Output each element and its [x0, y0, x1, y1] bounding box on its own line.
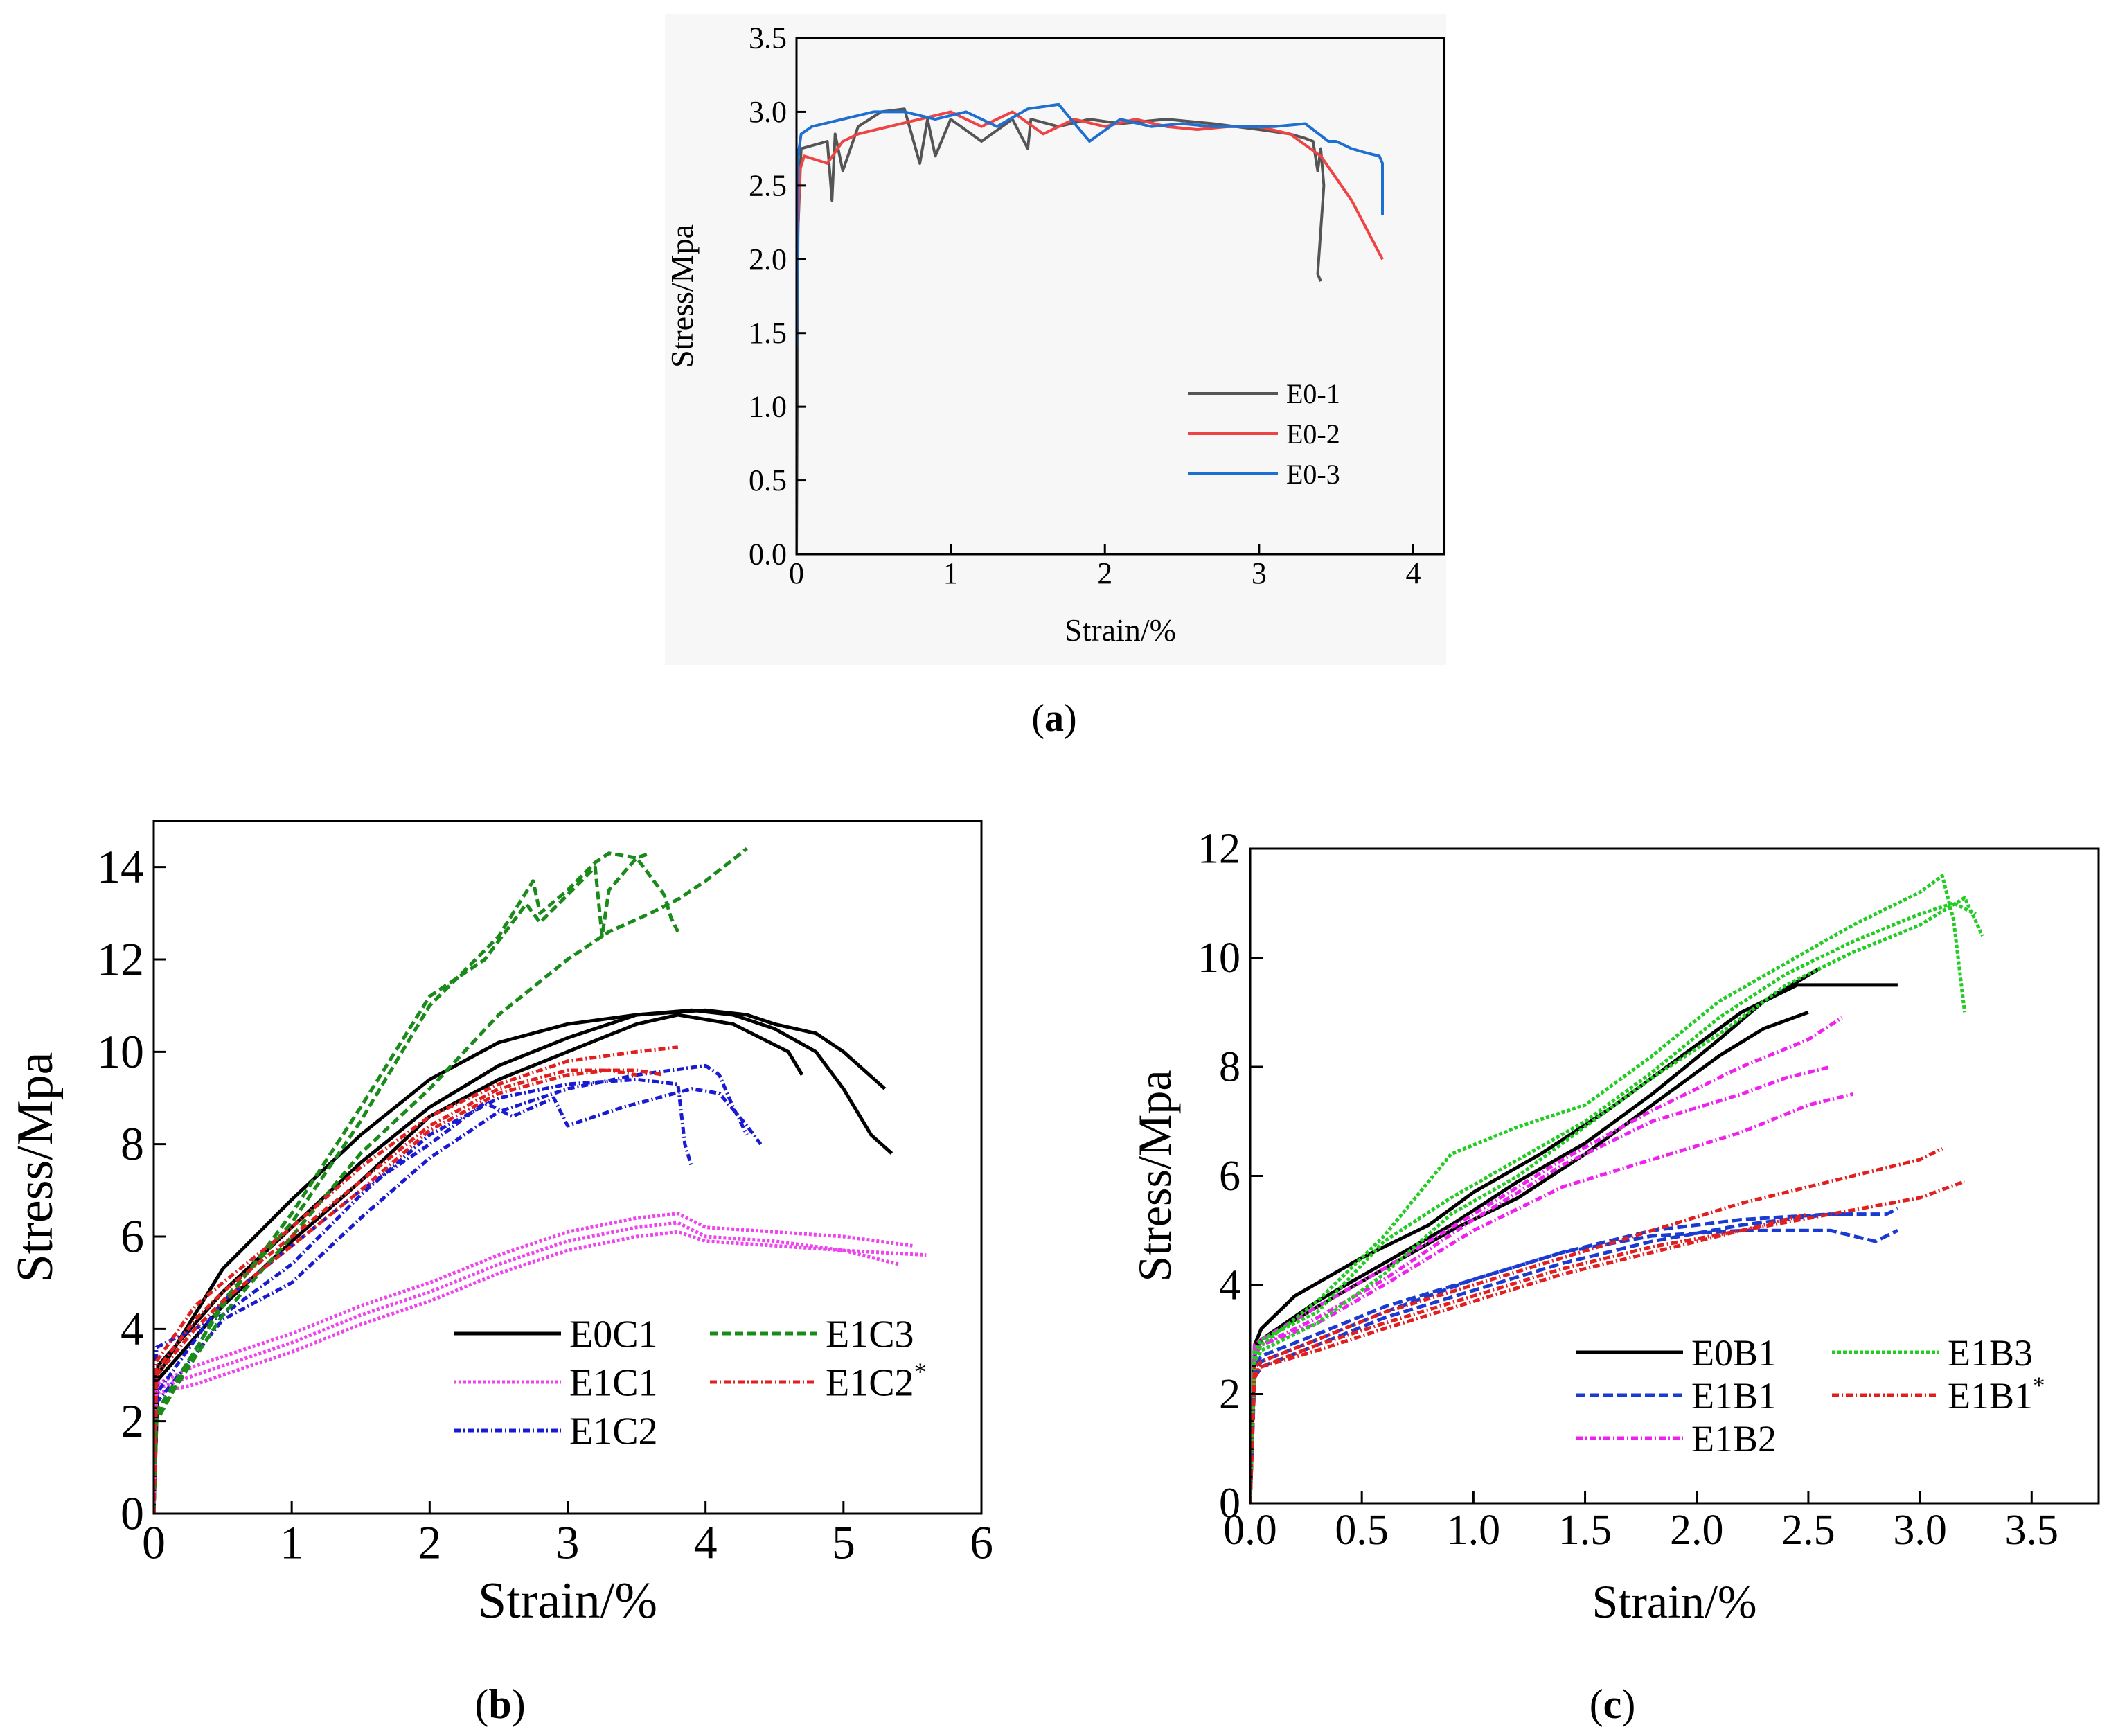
- x-tick-label-c: 2.0: [1670, 1507, 1724, 1554]
- x-tick-label-c: 3.5: [2005, 1507, 2059, 1554]
- x-tick-label-a: 3: [1252, 556, 1267, 590]
- y-tick-label-c: 4: [1219, 1261, 1240, 1309]
- x-tick-label-c: 2.5: [1781, 1507, 1835, 1554]
- legend-a: E0-1 E0-2 E0-3: [1188, 378, 1340, 490]
- legend-label-e1b1: E1B1: [1691, 1375, 1777, 1417]
- legend-label-e1c1: E1C1: [569, 1362, 658, 1405]
- y-tick-label-c: 10: [1198, 935, 1240, 982]
- series-e1b3-curve-3: [1250, 896, 1984, 1503]
- x-tick-label-b: 1: [280, 1516, 303, 1569]
- y-tick-label-a: 2.0: [749, 242, 787, 276]
- panel-caption-c: (c): [1590, 1681, 1636, 1727]
- series-e1b3-curve-2: [1250, 901, 1977, 1503]
- y-tick-label-a: 0.5: [749, 463, 787, 497]
- y-tick-label-a: 2.5: [749, 168, 787, 202]
- series-e0c1-curve-1: [154, 1008, 887, 1514]
- y-tick-label-b: 8: [121, 1117, 144, 1170]
- panel-caption-b: (b): [474, 1681, 525, 1727]
- series-e1b3-curve-1: [1250, 874, 1967, 1503]
- series-e1b1-star-curve-1: [1250, 1146, 1943, 1503]
- series-e1c3-curve-3: [154, 847, 748, 1514]
- legend-label-e1c2: E1C2: [569, 1410, 658, 1453]
- x-tick-label-b: 3: [556, 1516, 580, 1569]
- series-e1c1-curve-1: [154, 1212, 913, 1514]
- x-axis-label-b: Strain/%: [478, 1573, 657, 1629]
- y-tick-label-b: 12: [97, 932, 144, 985]
- x-axis-label-a: Strain/%: [1065, 612, 1176, 648]
- series-e1b1-star-curve-3: [1250, 1212, 1809, 1503]
- legend-label-e1c2-star: E1C2*: [826, 1358, 927, 1404]
- y-tick-label-c: 8: [1219, 1043, 1240, 1090]
- y-tick-label-b: 4: [121, 1302, 144, 1355]
- legend-label-e0c1: E0C1: [569, 1313, 658, 1356]
- legend-label-e0-3: E0-3: [1286, 459, 1340, 490]
- y-tick-label-a: 1.5: [749, 316, 787, 350]
- x-tick-label-b: 2: [418, 1516, 441, 1569]
- legend-label-e0b1: E0B1: [1691, 1332, 1777, 1374]
- panel-c: 0.0 0.5 1.0 1.5 2.0 2.5 3.0 3.5 0 2 4 6 8 10 12 Strain/…: [1128, 825, 2100, 1727]
- y-axis-label-c: Stress/Mpa: [1128, 1070, 1181, 1282]
- x-tick-label-c: 0.0: [1223, 1507, 1277, 1554]
- y-tick-label-a: 3.0: [749, 95, 787, 129]
- panel-caption-a: (a): [1031, 697, 1076, 740]
- plot-area-a: [797, 103, 1384, 554]
- x-tick-label-c: 0.5: [1335, 1507, 1389, 1554]
- series-e1c1-curve-2: [154, 1221, 900, 1514]
- y-tick-label-b: 2: [121, 1394, 144, 1447]
- series-e0-2-curve-1: [797, 110, 1384, 289]
- plot-area-b: [154, 847, 927, 1514]
- y-tick-label-b: 6: [121, 1210, 144, 1262]
- series-e0b1-curve-1: [1250, 983, 1898, 1503]
- y-tick-label-b: 0: [121, 1487, 144, 1539]
- y-tick-label-c: 0: [1219, 1480, 1240, 1527]
- series-e1c2-curve-3: [154, 1063, 749, 1514]
- legend-label-e1b2: E1B2: [1691, 1418, 1777, 1460]
- legend-label-e0-1: E0-1: [1286, 378, 1340, 409]
- series-e0-1-curve-1: [797, 107, 1326, 554]
- legend-label-e1c3: E1C3: [826, 1313, 914, 1356]
- x-tick-label-c: 1.5: [1558, 1507, 1612, 1554]
- x-tick-label-a: 2: [1097, 556, 1112, 590]
- series-e1c2-star-curve-3: [154, 1068, 637, 1514]
- series-e1c2-star-curve-1: [154, 1045, 679, 1514]
- axes-frame-a: [795, 37, 1445, 556]
- y-tick-label-c: 6: [1219, 1153, 1240, 1200]
- x-tick-label-c: 3.0: [1893, 1507, 1947, 1554]
- x-tick-label-a: 4: [1405, 556, 1421, 590]
- panel-a: 0 1 2 3 4 0.0 0.5 1.0 1.5 2.0 2.5 3.0 3.5 Strain/% Str…: [664, 21, 1445, 740]
- series-e1c2-star-curve-2: [154, 1068, 665, 1514]
- x-tick-label-b: 0: [142, 1516, 166, 1569]
- panel-b: 0 1 2 3 4 5 602468101214Strain/%Stress/MpaE0C1…: [7, 820, 993, 1727]
- y-tick-label-c: 12: [1198, 825, 1240, 872]
- x-tick-label-b: 6: [970, 1516, 993, 1569]
- x-tick-label-a: 1: [943, 556, 959, 590]
- y-axis-label-a: Stress/Mpa: [664, 224, 700, 368]
- x-tick-label-b: 5: [832, 1516, 855, 1569]
- series-e1b1-curve-2: [1250, 1228, 1898, 1503]
- x-tick-label-a: 0: [789, 556, 804, 590]
- y-tick-label-a: 3.5: [749, 21, 787, 55]
- legend-label-e0-2: E0-2: [1286, 418, 1340, 450]
- series-e0-3-curve-1: [797, 103, 1384, 348]
- y-tick-label-a: 1.0: [749, 390, 787, 424]
- legend-label-e1b1-star: E1B1*: [1948, 1372, 2045, 1417]
- panel-a-background: [665, 14, 1446, 665]
- x-axis-label-c: Strain/%: [1592, 1575, 1757, 1628]
- series-e1c3-curve-2: [154, 851, 651, 1514]
- y-tick-label-b: 10: [97, 1025, 144, 1078]
- x-tick-label-b: 4: [694, 1516, 718, 1569]
- y-tick-label-c: 2: [1219, 1371, 1240, 1418]
- series-e0c1-curve-2: [154, 1008, 893, 1514]
- x-tick-label-c: 1.0: [1447, 1507, 1501, 1554]
- legend-label-e1b3: E1B3: [1948, 1332, 2033, 1374]
- series-e1c1-curve-3: [154, 1230, 927, 1514]
- y-tick-label-a: 0.0: [749, 538, 787, 572]
- y-tick-label-b: 14: [97, 840, 144, 893]
- y-axis-label-b: Stress/Mpa: [7, 1052, 64, 1283]
- plot-area-c: [1250, 874, 1984, 1503]
